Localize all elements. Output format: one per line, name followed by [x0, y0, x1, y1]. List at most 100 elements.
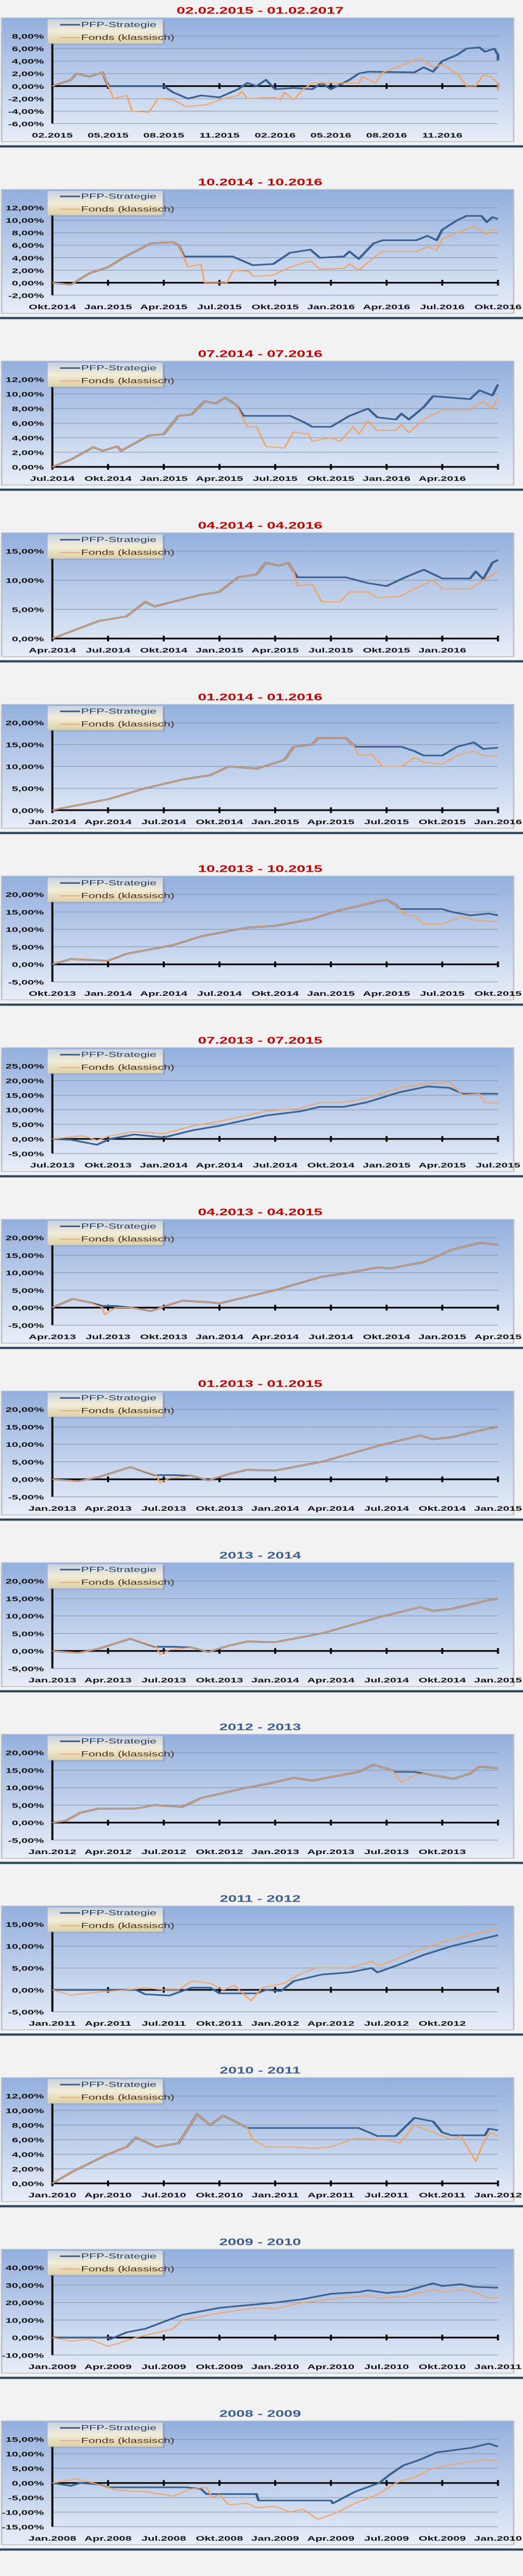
y-tick-label: 4,00%	[12, 58, 44, 65]
x-tick-label: Jan.2010	[251, 2363, 299, 2370]
y-tick-label: 5,00%	[12, 2465, 44, 2473]
legend-label-fonds: Fonds (klassisch)	[81, 1578, 175, 1586]
legend-box	[47, 1564, 163, 1589]
y-tick-label: 8,00%	[12, 33, 44, 40]
x-tick-label: Jul.2015	[197, 303, 242, 310]
y-tick-label: 6,00%	[12, 46, 44, 53]
y-tick-label: 12,00%	[5, 205, 44, 212]
chart-panel: 02.02.2015 - 01.02.2017 -6,00% -4,00% -2,00…	[0, 5, 523, 148]
x-tick-label: Jul.2015	[364, 818, 409, 825]
x-tick-label: Apr.2011	[85, 2020, 131, 2027]
series-line-fonds	[52, 226, 499, 285]
y-tick-label: 10,00%	[5, 391, 44, 398]
x-tick-label: 08.2015	[144, 131, 185, 139]
x-tick-label: Jul.2014	[86, 646, 131, 654]
x-tick-label: Jan.2015	[196, 646, 244, 654]
legend-box	[47, 191, 163, 215]
legend-label-pfp: PFP-Strategie	[81, 707, 156, 715]
y-tick-label: -10,00%	[2, 2352, 44, 2359]
y-tick-label: 0,00%	[12, 2180, 44, 2188]
x-tick-label: Jul.2013	[142, 1676, 187, 1684]
x-tick-label: Jan.2015	[251, 818, 299, 825]
chart-title: 02.02.2015 - 01.02.2017	[176, 5, 344, 16]
y-tick-label: 10,00%	[5, 577, 44, 584]
y-tick-label: 10,00%	[5, 1785, 44, 1792]
y-tick-label: 10,00%	[5, 1441, 44, 1449]
legend: PFP-Strategie Fonds (klassisch)	[47, 2422, 175, 2448]
x-tick-label: Jan.2013	[29, 1676, 77, 1684]
separator	[0, 1690, 523, 1693]
legend: PFP-Strategie Fonds (klassisch)	[47, 191, 175, 217]
legend-label-pfp: PFP-Strategie	[81, 2424, 156, 2432]
series-line-fonds	[52, 57, 499, 113]
x-tick-label: Apr.2013	[85, 1505, 132, 1512]
x-tick-label: Jan.2012	[474, 2191, 522, 2199]
x-tick-label: Okt.2015	[418, 818, 466, 825]
x-tick-label: Jan.2015	[362, 1161, 410, 1169]
chart-title: 2008 - 2009	[220, 2409, 302, 2419]
x-tick-label: Jan.2015	[474, 1676, 522, 1684]
y-tick-label: 0,00%	[12, 961, 44, 968]
x-tick-label: Jan.2015	[140, 475, 188, 482]
x-tick-label: Jan.2014	[251, 1505, 299, 1512]
chart-panel: 2009 - 2010 -10,00% 0,00% 10,00% 20,00% 30,00…	[0, 2237, 523, 2379]
y-tick-label: 15,00%	[5, 1092, 44, 1099]
y-tick-label: 10,00%	[5, 1613, 44, 1620]
y-tick-label: 10,00%	[5, 2451, 44, 2458]
y-tick-label: 0,00%	[12, 1304, 44, 1312]
y-tick-label: 0,00%	[12, 635, 44, 643]
legend-label-pfp: PFP-Strategie	[81, 1909, 156, 1917]
x-tick-label: Jul.2008	[142, 2535, 187, 2542]
legend-label-fonds: Fonds (klassisch)	[81, 892, 175, 900]
x-tick-label: Jul.2011	[364, 2191, 409, 2199]
y-tick-label: 5,00%	[12, 785, 44, 793]
legend-label-fonds: Fonds (klassisch)	[81, 1063, 175, 1071]
y-tick-label: 10,00%	[5, 1943, 44, 1950]
x-tick-label: Jan.2011	[29, 2020, 76, 2027]
y-tick-label: 0,00%	[12, 807, 44, 814]
y-tick-label: 10,00%	[5, 2107, 44, 2115]
series-line-fonds	[52, 899, 498, 965]
x-tick-label: Jan.2012	[251, 2020, 299, 2027]
y-tick-label: -5,00%	[8, 1150, 44, 1158]
x-tick-label: Jan.2016	[307, 303, 355, 310]
chart-title: 07.2013 - 07.2015	[198, 1035, 322, 1046]
y-tick-label: 8,00%	[12, 229, 44, 237]
separator	[0, 1175, 523, 1178]
legend-box	[47, 1049, 163, 1074]
x-tick-label: Jul.2013	[142, 1505, 187, 1512]
x-tick-label: Apr.2015	[418, 1161, 466, 1169]
y-tick-label: 10,00%	[5, 763, 44, 771]
x-tick-label: Jul.2010	[364, 2363, 409, 2370]
y-tick-label: 15,00%	[5, 1424, 44, 1431]
legend-label-pfp: PFP-Strategie	[81, 192, 156, 200]
separator	[0, 1861, 523, 1864]
x-tick-label: Apr.2011	[308, 2191, 355, 2199]
y-tick-label: 15,00%	[5, 1252, 44, 1259]
separator	[0, 660, 523, 663]
legend-label-pfp: PFP-Strategie	[81, 364, 156, 372]
chart-title: 04.2013 - 04.2015	[198, 1207, 322, 1217]
x-tick-label: Apr.2014	[307, 1676, 355, 1684]
x-tick-label: Jan.2016	[474, 818, 522, 825]
x-tick-label: Okt.2016	[474, 303, 522, 310]
y-tick-label: 20,00%	[5, 2300, 44, 2307]
legend-label-fonds: Fonds (klassisch)	[81, 720, 175, 728]
legend-box	[47, 2079, 163, 2104]
y-tick-label: 0,00%	[12, 279, 44, 287]
y-tick-label: 2,00%	[12, 2166, 44, 2173]
y-tick-label: 4,00%	[12, 2151, 44, 2158]
y-tick-label: -15,00%	[2, 2524, 44, 2531]
y-tick-label: 20,00%	[5, 1077, 44, 1085]
x-tick-label: Okt.2009	[196, 2363, 243, 2370]
y-tick-label: 12,00%	[5, 2093, 44, 2100]
legend: PFP-Strategie Fonds (klassisch)	[47, 2079, 175, 2105]
y-tick-label: 10,00%	[5, 1270, 44, 1277]
y-tick-label: 20,00%	[5, 1234, 44, 1242]
chart-panel: 2012 - 2013 -5,00% 0,00% 5,00% 10,00% 15,00% 2…	[0, 1722, 523, 1864]
legend-label-pfp: PFP-Strategie	[81, 1394, 156, 1402]
y-tick-label: 15,00%	[5, 741, 44, 749]
legend-box	[47, 1907, 163, 1932]
x-tick-label: Apr.2015	[307, 818, 355, 825]
